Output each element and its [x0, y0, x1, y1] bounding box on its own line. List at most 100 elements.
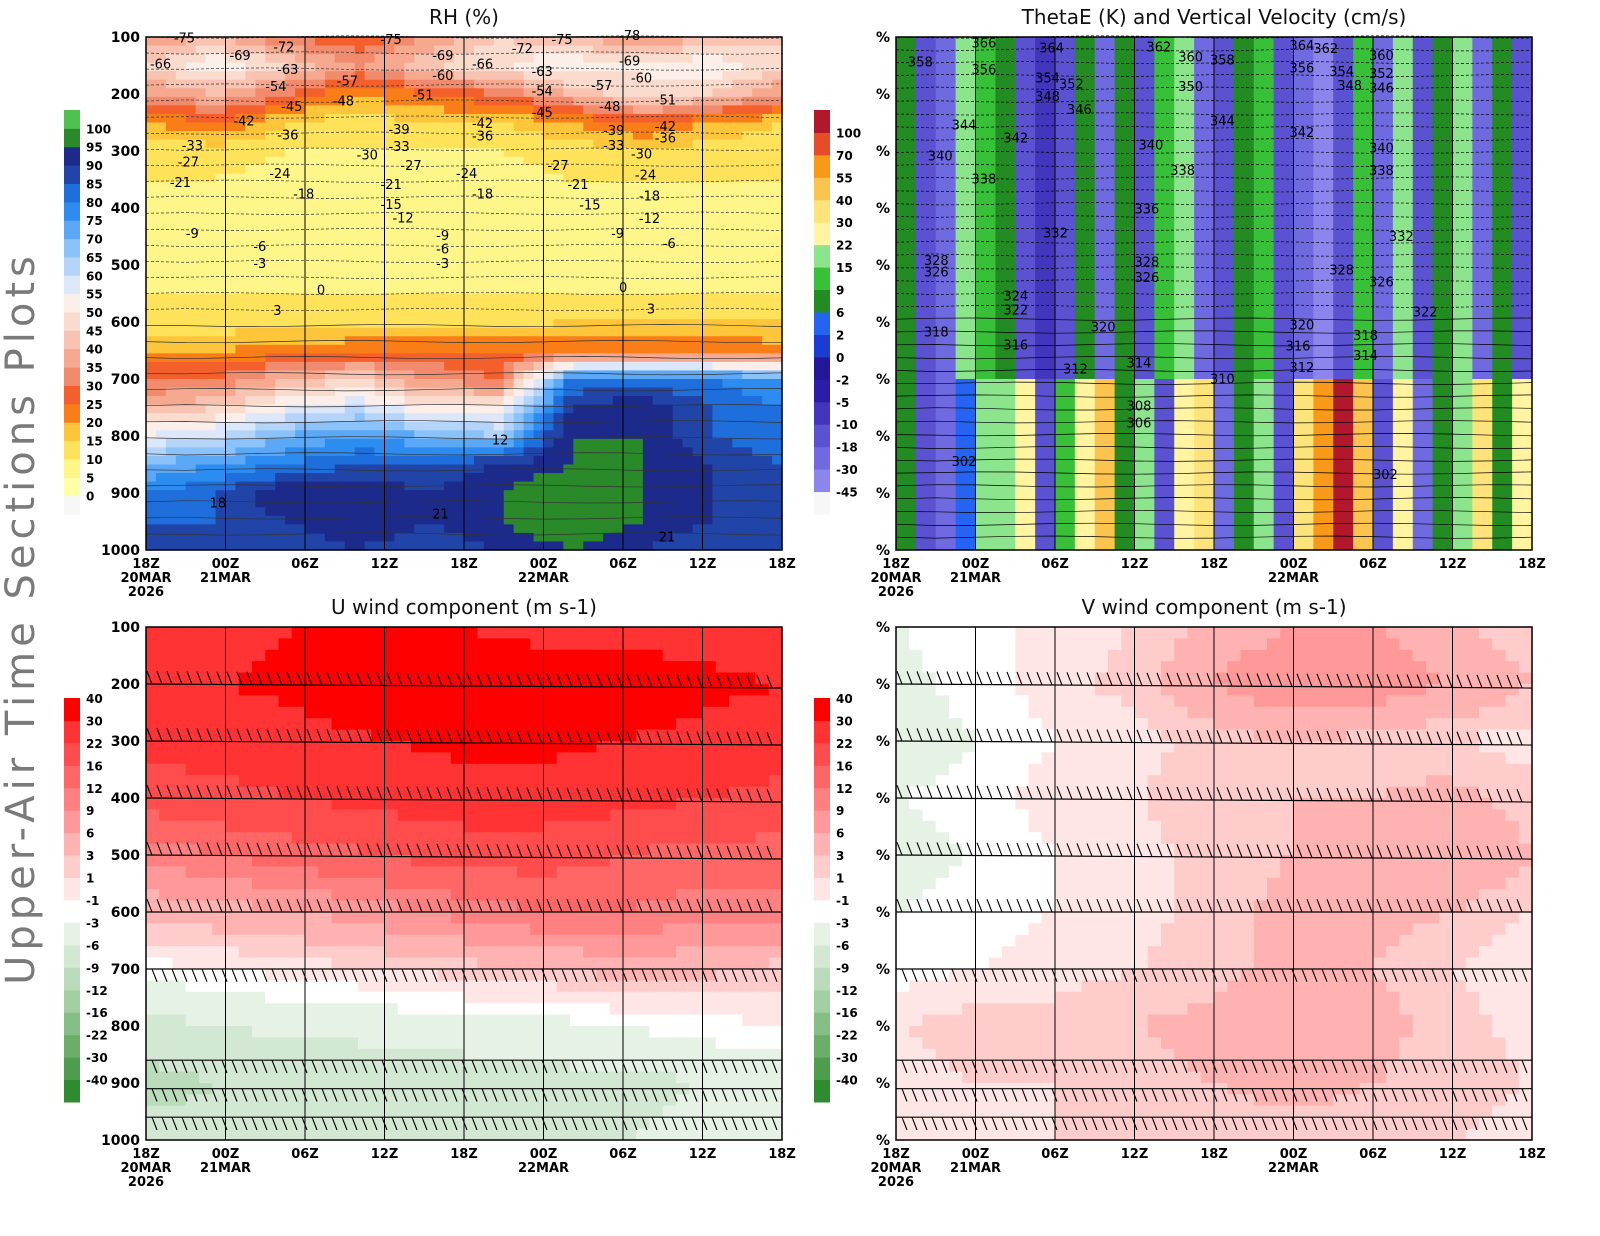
filled-contours [146, 627, 783, 1141]
field-cell [762, 327, 773, 337]
field-cell [583, 267, 594, 277]
field-cell [334, 105, 346, 115]
field-cell [354, 404, 366, 414]
field-cell [225, 182, 237, 192]
field-cell [464, 741, 478, 753]
field-cell [556, 741, 571, 753]
field-cell [493, 524, 505, 534]
field-cell [553, 284, 564, 295]
field-cell [742, 165, 753, 175]
field-cell [473, 481, 485, 491]
field-cell [397, 638, 412, 651]
field-cell [503, 481, 515, 491]
field-cell [682, 344, 694, 354]
field-cell [672, 498, 684, 508]
field-cell [464, 706, 478, 719]
field-cell [732, 413, 743, 423]
field-cell [483, 515, 495, 525]
field-cell [434, 148, 445, 158]
field-cell [523, 225, 535, 235]
field-cell [215, 430, 227, 440]
field-cell [623, 438, 634, 448]
field-cell [729, 752, 743, 765]
field-cell [583, 387, 594, 397]
field-cell [255, 438, 266, 448]
field-cell [371, 718, 386, 731]
field-cell [305, 242, 316, 252]
field-cell [772, 45, 783, 55]
field-cell [623, 105, 634, 115]
field-cell [503, 276, 515, 286]
field-cell [285, 88, 296, 98]
field-cell [672, 464, 684, 474]
field-cell [314, 233, 326, 243]
field-cell [444, 319, 455, 329]
field-cell [344, 672, 359, 685]
field-cell [384, 661, 399, 674]
field-cell [652, 447, 664, 457]
field-cell [662, 45, 674, 55]
field-cell [712, 421, 723, 431]
field-cell [454, 139, 465, 149]
field-cell [394, 438, 405, 448]
field-cell [314, 455, 326, 466]
theta-label: 338 [1369, 164, 1394, 179]
field-cell [205, 490, 217, 500]
field-cell [165, 447, 177, 457]
field-cell [324, 464, 336, 474]
theta-label: 360 [1369, 49, 1394, 64]
field-cell [235, 122, 246, 132]
field-cell [464, 233, 475, 243]
temperature-isotherm [145, 115, 783, 119]
field-cell [155, 105, 167, 115]
field-cell [553, 379, 564, 389]
field-cell [185, 752, 200, 765]
field-cell [632, 370, 644, 380]
field-cell [712, 173, 723, 183]
field-cell [255, 344, 266, 354]
field-cell [682, 379, 694, 389]
field-cell [444, 532, 455, 543]
field-cell [215, 250, 227, 260]
field-cell [155, 302, 167, 312]
field-cell [613, 233, 624, 243]
field-cell [689, 627, 704, 639]
field-cell [722, 54, 733, 64]
field-cell [464, 638, 478, 651]
field-cell [235, 293, 246, 303]
field-cell [623, 216, 634, 226]
field-cell [374, 447, 386, 457]
field-cell [742, 276, 753, 286]
field-cell [483, 199, 495, 209]
field-cell [195, 165, 207, 175]
field-cell [722, 71, 733, 81]
field-cell [275, 515, 286, 525]
field-cell [493, 507, 505, 517]
field-cell [324, 481, 336, 491]
field-cell [732, 379, 743, 389]
field-cell [225, 396, 237, 406]
field-cell [729, 672, 743, 685]
field-cell [199, 638, 213, 651]
field-cell [523, 498, 535, 508]
field-cell [762, 387, 773, 397]
temperature-label: -57 [337, 74, 358, 89]
field-cell [523, 532, 535, 543]
field-cell [344, 706, 359, 719]
field-cell [513, 156, 525, 166]
field-cell [662, 507, 674, 517]
field-cell [195, 139, 207, 149]
field-cell [245, 250, 256, 260]
field-cell [295, 54, 306, 64]
field-cell [450, 649, 465, 662]
field-cell [212, 752, 227, 765]
field-cell [414, 88, 425, 98]
field-cell [752, 113, 763, 124]
field-cell [632, 455, 644, 466]
field-cell [593, 259, 604, 269]
field-cell [702, 379, 714, 389]
field-cell [324, 259, 336, 269]
field-cell [185, 447, 197, 457]
field-cell [676, 684, 690, 696]
field-cell [159, 729, 174, 742]
